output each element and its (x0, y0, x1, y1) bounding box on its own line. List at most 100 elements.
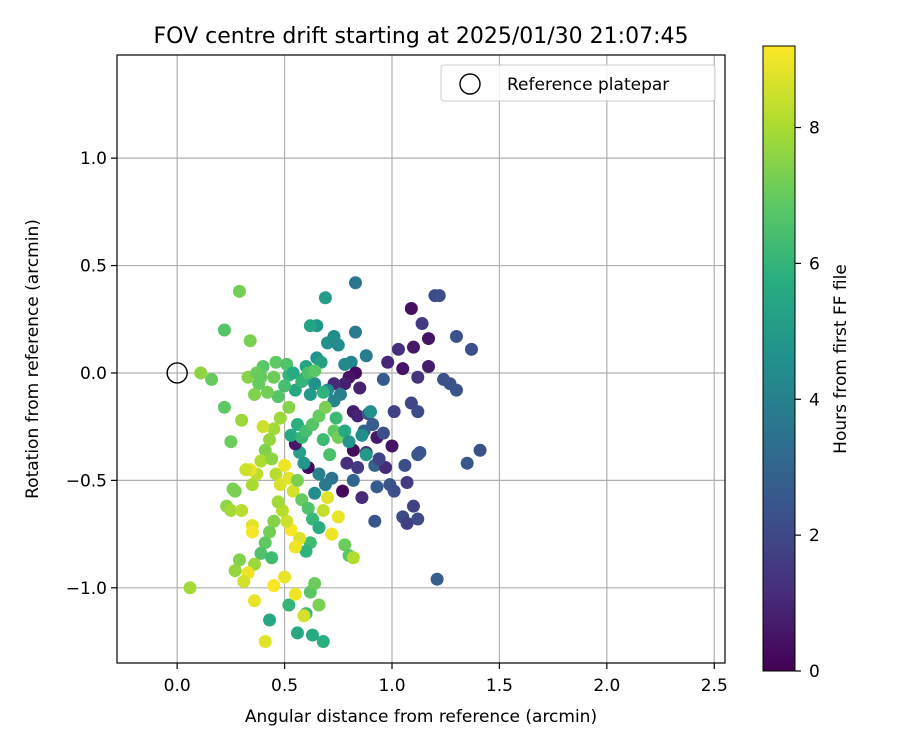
data-point (329, 411, 343, 425)
data-point (411, 512, 425, 526)
y-axis-label: Rotation from reference (arcmin) (23, 219, 43, 499)
data-point (312, 598, 326, 612)
data-point (411, 370, 425, 384)
data-point (297, 456, 311, 470)
colorbar-gradient (762, 45, 796, 672)
data-point (422, 332, 436, 346)
data-point (308, 577, 322, 591)
data-point (263, 433, 277, 447)
data-point (348, 325, 362, 339)
data-point (224, 435, 238, 449)
data-point (258, 536, 272, 550)
data-point (338, 538, 352, 552)
data-point (398, 458, 412, 472)
data-point (318, 400, 332, 414)
data-point (323, 448, 337, 462)
data-point (301, 501, 315, 515)
y-tick-label: −1.0 (66, 579, 107, 599)
data-point (331, 510, 345, 524)
data-point (404, 302, 418, 316)
data-point (245, 525, 259, 539)
data-point (316, 385, 330, 399)
x-tick-label: 2.0 (593, 676, 620, 696)
data-point (306, 628, 320, 642)
data-point (303, 387, 317, 401)
data-point (396, 362, 410, 376)
data-point (265, 551, 279, 565)
data-point (406, 340, 420, 354)
data-point (254, 454, 268, 468)
data-point (413, 445, 427, 459)
data-point (282, 400, 296, 414)
data-point (316, 433, 330, 447)
data-point (267, 579, 281, 593)
data-point (355, 491, 369, 505)
data-point (385, 439, 399, 453)
data-point (183, 581, 197, 595)
data-point (260, 385, 274, 399)
data-point (271, 495, 285, 509)
y-axis-ticks: −1.0 −0.5 0.0 0.5 1.0 (66, 149, 117, 599)
data-point (256, 420, 270, 434)
data-point (303, 319, 317, 333)
data-point (217, 400, 231, 414)
data-point (247, 387, 261, 401)
data-point (400, 516, 414, 530)
y-tick-label: 1.0 (80, 149, 107, 169)
data-point (217, 323, 231, 337)
data-point (224, 503, 238, 517)
plot-frame (116, 54, 726, 664)
data-point (351, 409, 365, 423)
data-point (400, 476, 414, 490)
data-point (254, 546, 268, 560)
data-point (473, 443, 487, 457)
data-point (340, 456, 354, 470)
colorbar-label: Hours from first FF file (831, 264, 851, 454)
colorbar-tick-label: 4 (809, 390, 820, 410)
data-point (247, 594, 261, 608)
data-point (284, 428, 298, 442)
data-point (280, 514, 294, 528)
reference-point (166, 362, 188, 384)
data-point (351, 460, 365, 474)
data-point (205, 372, 219, 386)
data-point (353, 381, 367, 395)
data-point (286, 484, 300, 498)
data-point (312, 521, 326, 535)
data-point (288, 587, 302, 601)
data-point (267, 370, 281, 384)
data-point (359, 349, 373, 363)
data-point (299, 544, 313, 558)
data-point (265, 452, 279, 466)
data-point (232, 284, 246, 298)
data-point (316, 503, 330, 517)
data-point (318, 291, 332, 305)
data-point (267, 514, 281, 528)
data-point (415, 317, 429, 331)
x-tick-label: 0.0 (164, 676, 191, 696)
colorbar: 0 2 4 6 8 Hours from first FF file (762, 45, 851, 682)
data-point (232, 553, 246, 567)
data-point (460, 456, 474, 470)
data-point (376, 426, 390, 440)
data-point (308, 364, 322, 378)
data-point (368, 514, 382, 528)
data-point (449, 383, 463, 397)
colorbar-ticks: 0 2 4 6 8 (795, 119, 820, 682)
y-tick-label: −0.5 (66, 471, 107, 491)
data-point (278, 379, 292, 393)
x-tick-label: 1.0 (378, 676, 405, 696)
data-point (376, 372, 390, 386)
data-point (338, 377, 352, 391)
data-point (338, 357, 352, 371)
data-point (271, 390, 285, 404)
data-point (387, 484, 401, 498)
data-point (278, 458, 292, 472)
data-point (286, 366, 300, 380)
data-point (235, 413, 249, 427)
data-point (422, 360, 436, 374)
data-point (269, 355, 283, 369)
data-point (258, 635, 272, 649)
data-point (336, 484, 350, 498)
data-point (273, 411, 287, 425)
